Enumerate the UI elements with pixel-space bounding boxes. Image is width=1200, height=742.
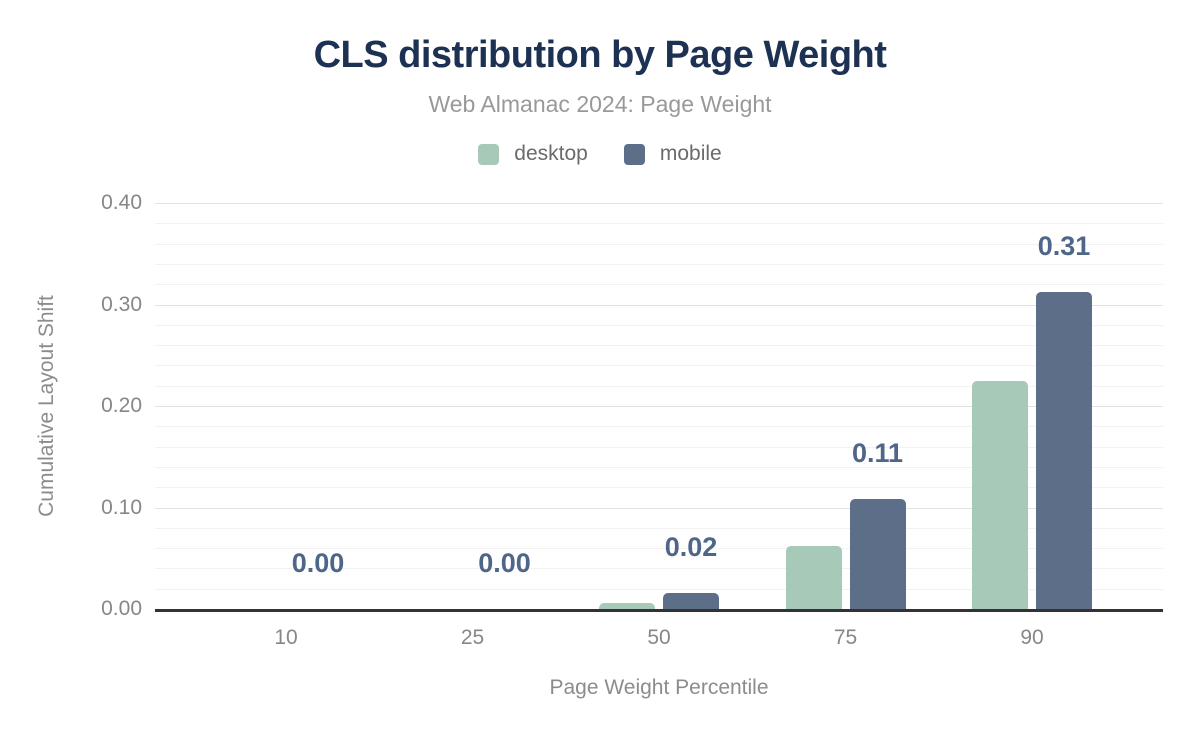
bar-mobile: [1036, 292, 1092, 609]
gridline-minor: [155, 284, 1163, 286]
x-tick-label: 75: [833, 626, 858, 649]
value-label: 0.31: [1037, 231, 1091, 262]
gridline-major: [155, 203, 1163, 204]
gridline-minor: [155, 243, 1163, 245]
y-tick-label: 0.40: [101, 191, 142, 214]
x-tick-label: 10: [274, 626, 298, 649]
gridline-minor: [155, 345, 1163, 347]
legend-swatch-desktop-icon: [478, 143, 500, 165]
bar-mobile: [849, 499, 906, 609]
gridline-minor: [155, 324, 1163, 326]
gridline-minor: [155, 365, 1163, 367]
value-label: 0.02: [664, 531, 718, 562]
legend-swatch-mobile-icon: [623, 143, 645, 165]
legend-label-mobile: mobile: [659, 142, 722, 165]
y-tick-label: 0.20: [101, 394, 142, 417]
y-tick-label: 0.10: [101, 495, 142, 519]
bar-desktop: [599, 602, 655, 609]
legend-item-mobile[interactable]: mobile: [623, 142, 722, 166]
bar-desktop: [972, 380, 1028, 609]
gridline-minor: [155, 223, 1163, 225]
gridline-major: [155, 507, 1163, 509]
gridline-major: [155, 406, 1163, 407]
x-tick-label: 50: [647, 626, 671, 649]
gridline-minor: [155, 385, 1163, 387]
value-label: 0.00: [291, 548, 345, 578]
gridline-minor: [155, 446, 1163, 448]
gridline-major: [155, 304, 1163, 306]
x-axis-title: Page Weight Percentile: [549, 676, 769, 699]
bar-mobile: [663, 592, 719, 609]
x-tick-label: 90: [1020, 626, 1044, 649]
legend-item-desktop[interactable]: desktop: [478, 142, 588, 166]
gridline-minor: [155, 263, 1163, 265]
value-label: 0.00: [478, 548, 531, 578]
bar-desktop: [785, 546, 842, 609]
y-tick-label: 0.00: [101, 597, 142, 620]
plot-area: 0.00 0.10 0.20 0.30 0.40 10 0.00 25 0.00 50 0.02 75…: [101, 191, 1163, 649]
y-tick-label: 0.30: [101, 292, 142, 316]
chart-subtitle: Web Almanac 2024: Page Weight: [428, 91, 772, 117]
gridline-minor: [155, 568, 1163, 570]
gridline-minor: [155, 466, 1163, 468]
gridline-minor: [155, 426, 1163, 428]
gridline-minor: [155, 548, 1163, 550]
x-tick-label: 25: [460, 626, 485, 649]
gridline-minor: [155, 588, 1163, 590]
chart-title: CLS distribution by Page Weight: [313, 34, 887, 76]
legend: desktop mobile: [0, 142, 1200, 166]
legend-label-desktop: desktop: [514, 142, 588, 165]
y-axis-title: Cumulative Layout Shift: [35, 295, 58, 517]
value-label: 0.11: [851, 438, 904, 469]
gridline-minor: [155, 527, 1163, 529]
gridline-minor: [155, 487, 1163, 489]
